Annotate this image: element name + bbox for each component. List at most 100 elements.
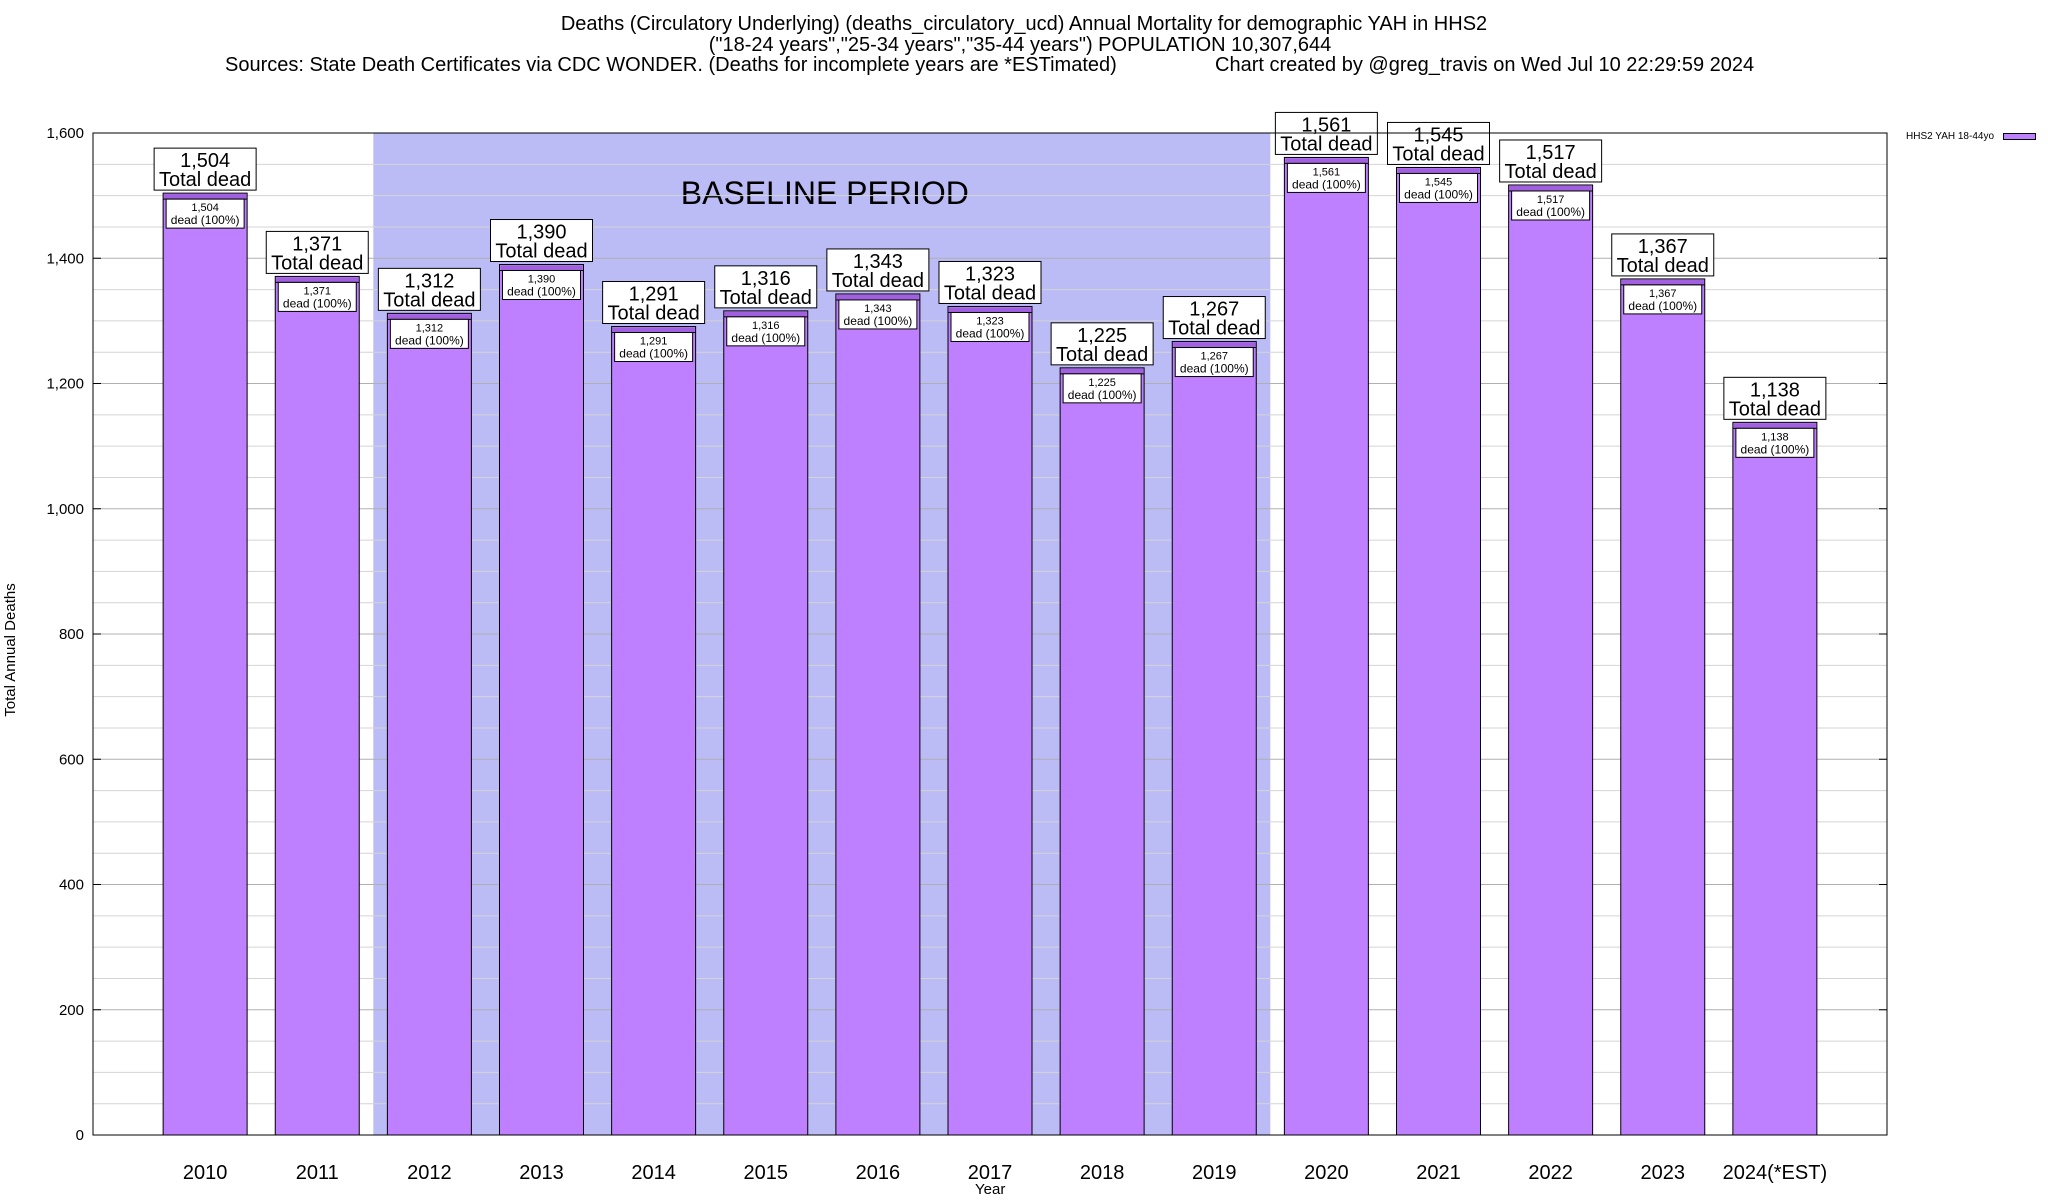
chart-title: Deaths (Circulatory Underlying) (deaths_… [560, 13, 1488, 35]
top-label-box [1723, 376, 1827, 420]
top-label-suffix: Total dead [271, 252, 363, 274]
bar-cap [500, 265, 583, 271]
inner-label-value: 1,367 [1649, 288, 1677, 300]
inner-label-suffix: dead (100%) [1292, 177, 1361, 191]
inner-label-value: 1,138 [1761, 431, 1789, 443]
top-label-value: 1,323 [965, 263, 1015, 285]
top-label-suffix: Total dead [383, 289, 475, 311]
inner-label-box [1286, 162, 1366, 193]
inner-label-value: 1,267 [1200, 351, 1228, 363]
x-tick-label: 2021 [1416, 1162, 1461, 1184]
inner-label-value: 1,390 [528, 274, 556, 286]
top-label-suffix: Total dead [1504, 161, 1596, 183]
bar-cap [276, 277, 359, 283]
inner-label-box [1735, 427, 1815, 458]
bar-cap [1285, 158, 1368, 164]
inner-label-suffix: dead (100%) [283, 296, 352, 310]
top-label-box [938, 260, 1042, 304]
baseline-period-label: BASELINE PERIOD [681, 175, 969, 211]
bar [499, 264, 584, 1136]
y-tick-label: 1,600 [46, 125, 84, 142]
top-label-suffix: Total dead [1392, 143, 1484, 165]
inner-label-box [838, 299, 918, 330]
y-tick-label: 1,000 [46, 501, 84, 518]
top-label-suffix: Total dead [1168, 318, 1260, 340]
inner-label-box [277, 281, 357, 312]
bar [723, 310, 809, 1136]
x-tick-label: 2012 [407, 1162, 452, 1184]
y-tick-label: 600 [59, 751, 84, 768]
top-label-value: 1,371 [292, 233, 342, 255]
inner-label-suffix: dead (100%) [1068, 388, 1137, 402]
chart-sources: Sources: State Death Certificates via CD… [225, 54, 1117, 76]
x-tick-label: 2020 [1304, 1162, 1349, 1184]
x-tick-label: 2016 [856, 1162, 901, 1184]
top-label-value: 1,517 [1526, 142, 1576, 164]
chart-title-line2: ("18-24 years","25-34 years","35-44 year… [708, 34, 1332, 56]
x-tick-label: 2024(*EST) [1723, 1162, 1828, 1184]
top-label-suffix: Total dead [944, 282, 1036, 304]
y-tick-label: 200 [59, 1002, 84, 1019]
inner-label-box [726, 316, 806, 347]
inner-label-value: 1,291 [640, 336, 668, 348]
bar-cap [1173, 342, 1256, 348]
x-tick-label: 2017 [968, 1162, 1013, 1184]
inner-label-box [1623, 284, 1703, 315]
bar [1396, 166, 1481, 1136]
x-tick-label: 2010 [183, 1162, 228, 1184]
inner-label-suffix: dead (100%) [619, 347, 688, 361]
bar-cap [949, 307, 1031, 313]
x-tick-label: 2015 [744, 1162, 789, 1184]
inner-label-value: 1,343 [864, 303, 892, 315]
top-label-suffix: Total dead [159, 169, 251, 191]
bar-cap [164, 194, 247, 200]
inner-label-value: 1,545 [1425, 176, 1453, 188]
inner-label-value: 1,371 [303, 285, 331, 297]
x-axis-label: Year [975, 1181, 1006, 1198]
inner-label-suffix: dead (100%) [171, 213, 240, 227]
y-tick-label: 0 [76, 1127, 84, 1144]
top-label-suffix: Total dead [1280, 133, 1372, 155]
bar [947, 305, 1033, 1136]
top-label-value: 1,390 [516, 222, 566, 244]
top-label-box [377, 267, 481, 311]
bar-cap [1621, 279, 1704, 285]
top-label-box [1499, 139, 1603, 183]
legend-swatch [2003, 133, 2036, 140]
inner-label-box [502, 270, 581, 301]
inner-label-value: 1,312 [416, 322, 444, 334]
top-label-value: 1,291 [629, 284, 679, 306]
bar [1283, 156, 1369, 1136]
inner-label-box [165, 198, 245, 229]
top-label-value: 1,312 [404, 270, 454, 292]
inner-label-value: 1,316 [752, 320, 780, 332]
y-tick-label: 1,200 [46, 376, 84, 393]
bar-cap [836, 294, 919, 300]
top-label-box [1050, 322, 1154, 366]
inner-label-suffix: dead (100%) [507, 285, 576, 299]
top-label-suffix: Total dead [1729, 398, 1821, 420]
bar [162, 192, 248, 1136]
inner-label-value: 1,225 [1088, 377, 1116, 389]
inner-label-value: 1,323 [976, 315, 1004, 327]
bar-cap [724, 311, 807, 317]
inner-label-value: 1,561 [1313, 166, 1341, 178]
top-label-value: 1,561 [1301, 114, 1351, 136]
top-label-suffix: Total dead [1056, 344, 1148, 366]
top-label-box [1611, 233, 1715, 277]
top-label-value: 1,367 [1638, 236, 1688, 258]
bar [835, 293, 921, 1136]
bar-cap [1397, 168, 1480, 174]
inner-label-suffix: dead (100%) [1741, 442, 1810, 456]
top-label-suffix: Total dead [607, 303, 699, 325]
bar [1171, 341, 1257, 1136]
top-label-box [826, 248, 930, 292]
top-label-box [1387, 121, 1490, 165]
top-label-value: 1,504 [180, 150, 230, 172]
top-label-box [265, 230, 369, 274]
bar-cap [1509, 185, 1592, 191]
inner-label-box [1399, 172, 1478, 203]
inner-label-box [389, 318, 469, 349]
plot-frame [92, 132, 1888, 1136]
bar [386, 312, 472, 1136]
